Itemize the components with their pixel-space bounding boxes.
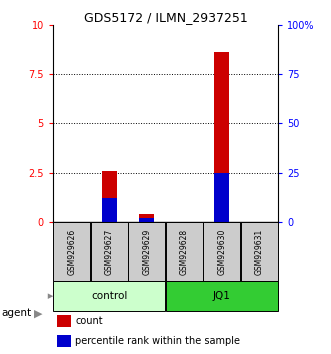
Text: GSM929626: GSM929626 <box>67 229 76 275</box>
FancyBboxPatch shape <box>241 222 278 281</box>
Text: ▶: ▶ <box>34 308 42 318</box>
Bar <box>139 218 154 222</box>
Text: GSM929629: GSM929629 <box>142 229 151 275</box>
Bar <box>214 173 229 222</box>
Bar <box>58 335 71 347</box>
FancyBboxPatch shape <box>128 222 165 281</box>
FancyBboxPatch shape <box>166 281 278 311</box>
FancyBboxPatch shape <box>53 281 165 311</box>
Text: JQ1: JQ1 <box>213 291 231 301</box>
Bar <box>214 52 229 222</box>
Bar <box>139 214 154 222</box>
Bar <box>102 199 117 222</box>
Text: percentile rank within the sample: percentile rank within the sample <box>75 336 240 346</box>
Text: control: control <box>91 291 127 301</box>
Text: GSM929630: GSM929630 <box>217 229 226 275</box>
Text: agent: agent <box>2 308 32 318</box>
Bar <box>102 171 117 222</box>
Text: GSM929631: GSM929631 <box>255 229 264 275</box>
Text: GSM929627: GSM929627 <box>105 229 114 275</box>
Text: count: count <box>75 316 103 326</box>
FancyBboxPatch shape <box>53 222 90 281</box>
Bar <box>58 315 71 327</box>
FancyBboxPatch shape <box>203 222 240 281</box>
FancyBboxPatch shape <box>166 222 203 281</box>
Text: GSM929628: GSM929628 <box>180 229 189 275</box>
Title: GDS5172 / ILMN_2937251: GDS5172 / ILMN_2937251 <box>84 11 247 24</box>
FancyBboxPatch shape <box>91 222 128 281</box>
